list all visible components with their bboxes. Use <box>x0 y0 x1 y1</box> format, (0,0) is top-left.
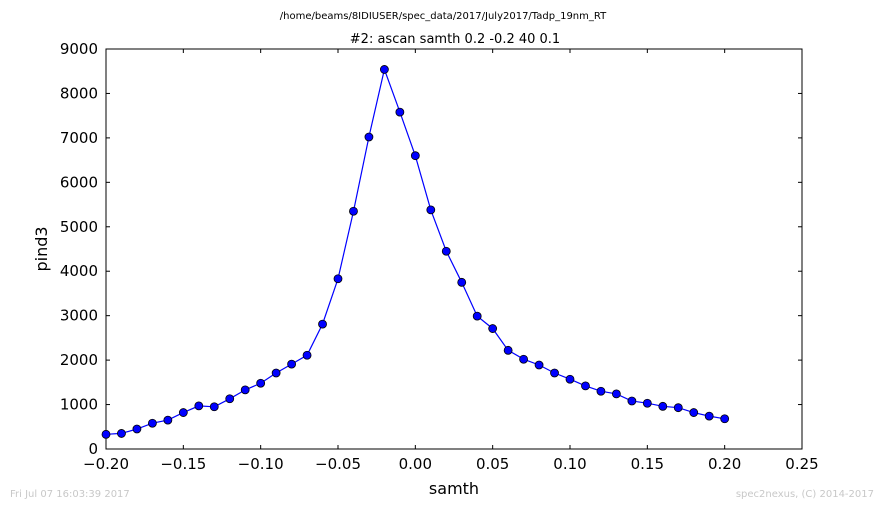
y-tick-label: 1000 <box>60 396 98 414</box>
data-point <box>488 324 498 333</box>
data-point <box>642 398 652 408</box>
data-point <box>302 350 312 360</box>
x-tick-label: 0.20 <box>708 455 741 473</box>
data-point <box>720 414 730 424</box>
data-point <box>132 424 142 434</box>
data-point <box>225 394 235 404</box>
footer-timestamp: Fri Jul 07 16:03:39 2017 <box>10 489 130 500</box>
y-axis-label: pind3 <box>32 226 51 271</box>
data-point <box>117 429 126 438</box>
x-tick-label: 0.25 <box>785 455 818 473</box>
data-point <box>349 206 358 216</box>
data-point <box>457 277 467 287</box>
x-tick-label: 0.05 <box>476 455 509 473</box>
data-point <box>612 389 621 399</box>
data-point <box>704 411 714 421</box>
chart-suptitle: /home/beams/8IDIUSER/spec_data/2017/July… <box>280 11 607 22</box>
data-point <box>426 205 436 215</box>
data-point <box>364 132 374 142</box>
data-point <box>441 246 451 256</box>
axes-frame <box>105 48 803 450</box>
y-tick-label: 2000 <box>60 351 98 369</box>
data-point <box>379 65 389 74</box>
data-point <box>503 345 513 355</box>
data-point <box>194 401 204 411</box>
data-point <box>689 408 699 417</box>
data-point <box>209 402 219 412</box>
x-tick-label: −0.10 <box>238 455 284 473</box>
data-point <box>596 386 606 396</box>
x-tick-label: −0.20 <box>83 455 129 473</box>
data-point <box>271 368 281 378</box>
data-point <box>178 408 188 417</box>
data-point <box>581 381 590 391</box>
data-point <box>395 107 405 117</box>
y-tick-label: 9000 <box>60 40 98 58</box>
data-point <box>147 418 157 428</box>
x-tick-label: 0.10 <box>553 455 586 473</box>
x-tick-label: 0.00 <box>399 455 432 473</box>
footer-credit: spec2nexus, (C) 2014-2017 <box>735 489 874 500</box>
data-point <box>658 401 668 411</box>
data-point <box>534 360 544 370</box>
y-tick-label: 8000 <box>60 84 98 102</box>
series-line <box>105 67 725 435</box>
y-tick-label: 7000 <box>60 129 98 147</box>
data-point <box>627 396 637 406</box>
data-point <box>256 378 266 388</box>
data-point <box>287 359 297 369</box>
data-point <box>410 151 420 161</box>
data-point <box>673 403 683 413</box>
y-tick-label: 0 <box>88 440 98 458</box>
x-tick-label: −0.05 <box>315 455 361 473</box>
y-tick-label: 4000 <box>60 262 98 280</box>
data-point <box>550 368 559 378</box>
data-point <box>565 374 575 384</box>
data-point <box>101 429 111 439</box>
data-point <box>318 319 327 329</box>
y-tick-label: 3000 <box>60 307 98 325</box>
y-tick-label: 5000 <box>60 218 98 236</box>
data-point <box>472 311 482 321</box>
plot-area: −0.20 −0.15 −0.10 −0.05 0.00 0.05 0.10 0.15 0.20… <box>60 40 819 473</box>
y-tick-label: 6000 <box>60 173 98 191</box>
data-point <box>163 415 173 425</box>
chart-title: #2: ascan samth 0.2 -0.2 40 0.1 <box>350 32 560 47</box>
x-tick-label: 0.15 <box>631 455 664 473</box>
x-axis-label: samth <box>429 479 479 498</box>
data-point <box>333 274 343 284</box>
data-point <box>519 354 528 364</box>
data-point <box>240 385 250 395</box>
x-tick-label: −0.15 <box>160 455 206 473</box>
